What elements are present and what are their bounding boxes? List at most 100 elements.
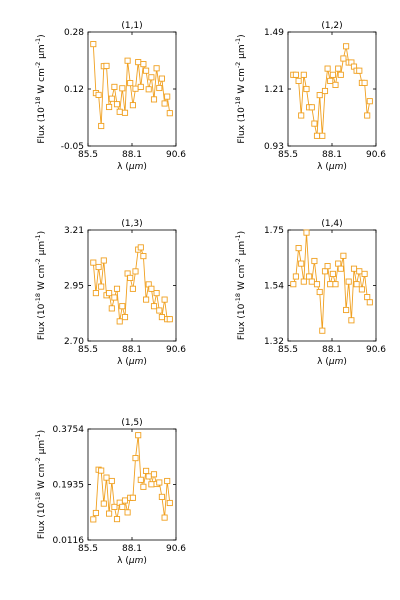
- panel-5-xtick-label: 90.6: [166, 544, 186, 554]
- panel-4-xlabel: λ (μm): [317, 357, 347, 367]
- panel-5-xlabel: λ (μm): [117, 556, 147, 566]
- panel-5-data-point: [156, 479, 163, 486]
- panel-2-data-point: [356, 67, 363, 74]
- panel-5-data-point: [140, 483, 147, 490]
- panel-4-data-point: [348, 317, 355, 324]
- panel-1: (1,1) 85.5 88.1 90.6 -0.05 0.12 0.28 λ (μm) Flux…: [34, 21, 186, 172]
- panel-3-ytick-label: 3.21: [64, 226, 84, 236]
- panel-4: (1,4) 85.5 88.1 90.6 1.32 1.54 1.75 λ (μm) Flux …: [234, 219, 386, 367]
- panel-3-ylabel: Flux (10-18 W cm-2 μm-1): [34, 231, 47, 340]
- panel-3-data-point: [158, 314, 165, 321]
- panel-4-data-point: [337, 265, 344, 272]
- panel-5-data-point: [161, 514, 168, 521]
- panel-3-xtick-label: 90.6: [166, 345, 186, 355]
- panel-3-data-point: [156, 307, 163, 314]
- panel-3-data-point: [108, 305, 115, 312]
- panel-2-data-point: [337, 71, 344, 78]
- panel-4-data-point: [311, 257, 318, 265]
- panel-1-data-point: [111, 83, 118, 90]
- panel-2-data-point: [313, 132, 321, 139]
- panel-1-data-point: [119, 85, 126, 92]
- panel-3-data-point: [129, 285, 136, 292]
- panel-4-data-point: [332, 281, 339, 288]
- panel-1-data-point: [127, 80, 134, 87]
- panel-1-xlabel: λ (μm): [117, 162, 147, 172]
- panel-3-ytick-label: 2.70: [64, 337, 84, 347]
- panel-2-data-point: [300, 71, 307, 78]
- panel-3-data-point: [137, 244, 144, 251]
- panel-3-data-point: [161, 296, 168, 303]
- panel-4-data-point: [329, 270, 336, 277]
- panel-4-data-point: [366, 299, 373, 306]
- panel-5-data-point: [92, 509, 99, 517]
- panel-1-data-point: [166, 110, 173, 117]
- panel-4-data-point: [313, 281, 321, 288]
- panel-2-data-point: [364, 112, 371, 119]
- panel-4-data-point: [361, 270, 368, 277]
- panel-3-data-point: [116, 318, 123, 325]
- panel-5-data-point: [124, 509, 131, 516]
- panel-1-data-point: [95, 91, 102, 98]
- panel-3-ytick-label: 2.95: [64, 282, 84, 292]
- panel-4-data-point: [308, 278, 315, 285]
- panel-5-ytick-label: 0.0116: [53, 536, 85, 546]
- panel-5-data-point: [145, 473, 152, 480]
- panel-1-data-point: [145, 86, 152, 93]
- panel-3-data-point: [119, 303, 126, 310]
- panel-4-title: (1,4): [321, 219, 342, 229]
- panel-1-title: (1,1): [121, 21, 142, 31]
- panel-1-ylabel: Flux (10-18 W cm-2 μm-1): [34, 34, 47, 143]
- panel-1-data-point: [148, 74, 155, 81]
- panel-5-ylabel: Flux (10-18 W cm-2 μm-1): [34, 430, 47, 539]
- panel-2-data-point: [335, 65, 342, 72]
- panel-5-data-point: [135, 432, 142, 439]
- panel-1-xtick-label: 88.1: [122, 150, 142, 160]
- panel-1-data-point: [129, 102, 136, 109]
- panel-1-data-point: [124, 57, 131, 64]
- panel-2-ytick-label: 0.93: [264, 142, 284, 152]
- panel-2-data-point: [340, 55, 347, 62]
- panel-3-data-point: [166, 316, 173, 323]
- panel-1-data-point: [90, 41, 97, 48]
- panel-2-data-point: [319, 132, 326, 139]
- panel-5-data-point: [121, 497, 129, 504]
- panel-4-data-point: [356, 268, 363, 275]
- panel-4-xtick-label: 90.6: [366, 345, 386, 355]
- panel-1-data-point: [108, 95, 115, 102]
- panel-5-data-point: [164, 477, 171, 485]
- panel-5-data-point: [132, 455, 139, 462]
- panels: (1,1) 85.5 88.1 90.6 -0.05 0.12 0.28 λ (μm) Flux…: [34, 21, 386, 566]
- panel-5-data-point: [119, 503, 126, 510]
- panel-4-ytick-label: 1.54: [264, 282, 284, 292]
- panel-4-xtick-label: 85.5: [278, 345, 298, 355]
- panel-4-data-point: [306, 273, 313, 280]
- panel-2-data-point: [316, 92, 323, 99]
- panel-3-xlabel: λ (μm): [117, 357, 147, 367]
- panel-1-xtick-label: 85.5: [78, 150, 98, 160]
- panel-2-title: (1,2): [321, 21, 342, 31]
- panel-2-data-point: [327, 77, 334, 84]
- panel-2-ylabel: Flux (10-18 W cm-2 μm-1): [234, 34, 247, 143]
- panel-3-data-point: [143, 296, 150, 303]
- panel-4-data-point: [345, 278, 352, 285]
- panel-5-ytick-label: 0.3754: [53, 425, 85, 435]
- panel-2-data-point: [329, 71, 336, 78]
- panel-2-data-point: [366, 98, 373, 105]
- panel-1-data-point: [153, 65, 160, 72]
- panel-1-data-point: [135, 59, 142, 66]
- panel-5-data-point: [100, 500, 107, 507]
- panel-4-data-point: [350, 265, 358, 272]
- panel-1-data-point: [156, 84, 163, 92]
- panel-5-data-point: [137, 476, 144, 483]
- panel-3-data-point: [132, 268, 139, 275]
- panel-5-data-point: [103, 474, 110, 481]
- panel-1-data-point: [121, 109, 129, 116]
- panel-4-data-point: [340, 252, 347, 259]
- panel-5-data-point: [150, 471, 158, 478]
- panel-5-data-point: [166, 499, 173, 507]
- panel-5-data-point: [111, 503, 118, 510]
- panel-2-data-point: [303, 85, 310, 93]
- panel-2-data-point: [321, 87, 329, 95]
